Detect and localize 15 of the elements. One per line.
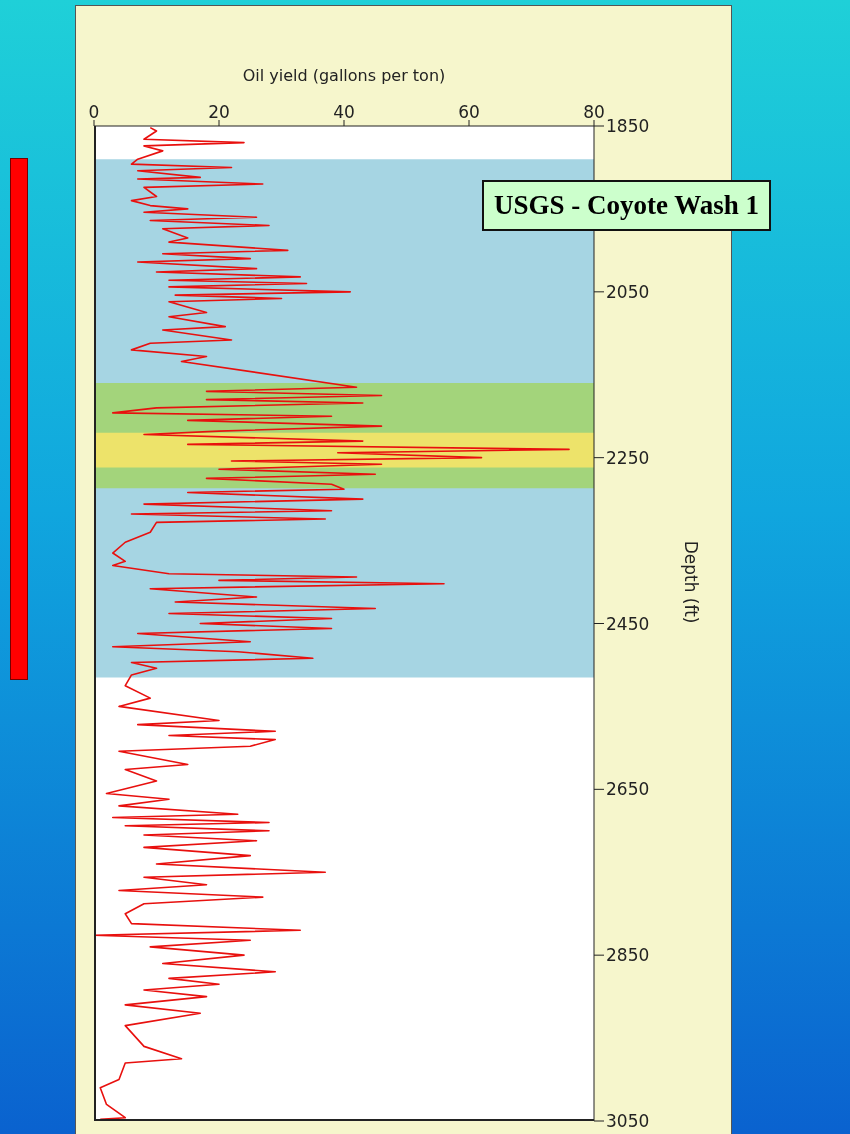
x-axis-title: Oil yield (gallons per ton) [242, 66, 446, 86]
x-tick-label: 0 [88, 102, 100, 122]
y-tick-label: 2450 [606, 613, 650, 634]
y-tick-label: 3050 [606, 1111, 650, 1132]
y-tick-label: 2250 [606, 447, 650, 468]
x-tick-label: 20 [208, 102, 230, 122]
y-tick-label: 2850 [606, 945, 650, 966]
y-tick-label: 1850 [606, 116, 650, 137]
annotation: USGS - Coyote Wash 1 [482, 180, 772, 231]
y-tick-label: 2050 [606, 281, 650, 302]
y-tick-label: 2650 [606, 779, 650, 800]
x-tick-label: 80 [583, 102, 605, 122]
y-axis-title: Depth (ft) [680, 540, 701, 624]
x-tick-label: 40 [333, 102, 355, 122]
x-tick-label: 60 [458, 102, 480, 122]
